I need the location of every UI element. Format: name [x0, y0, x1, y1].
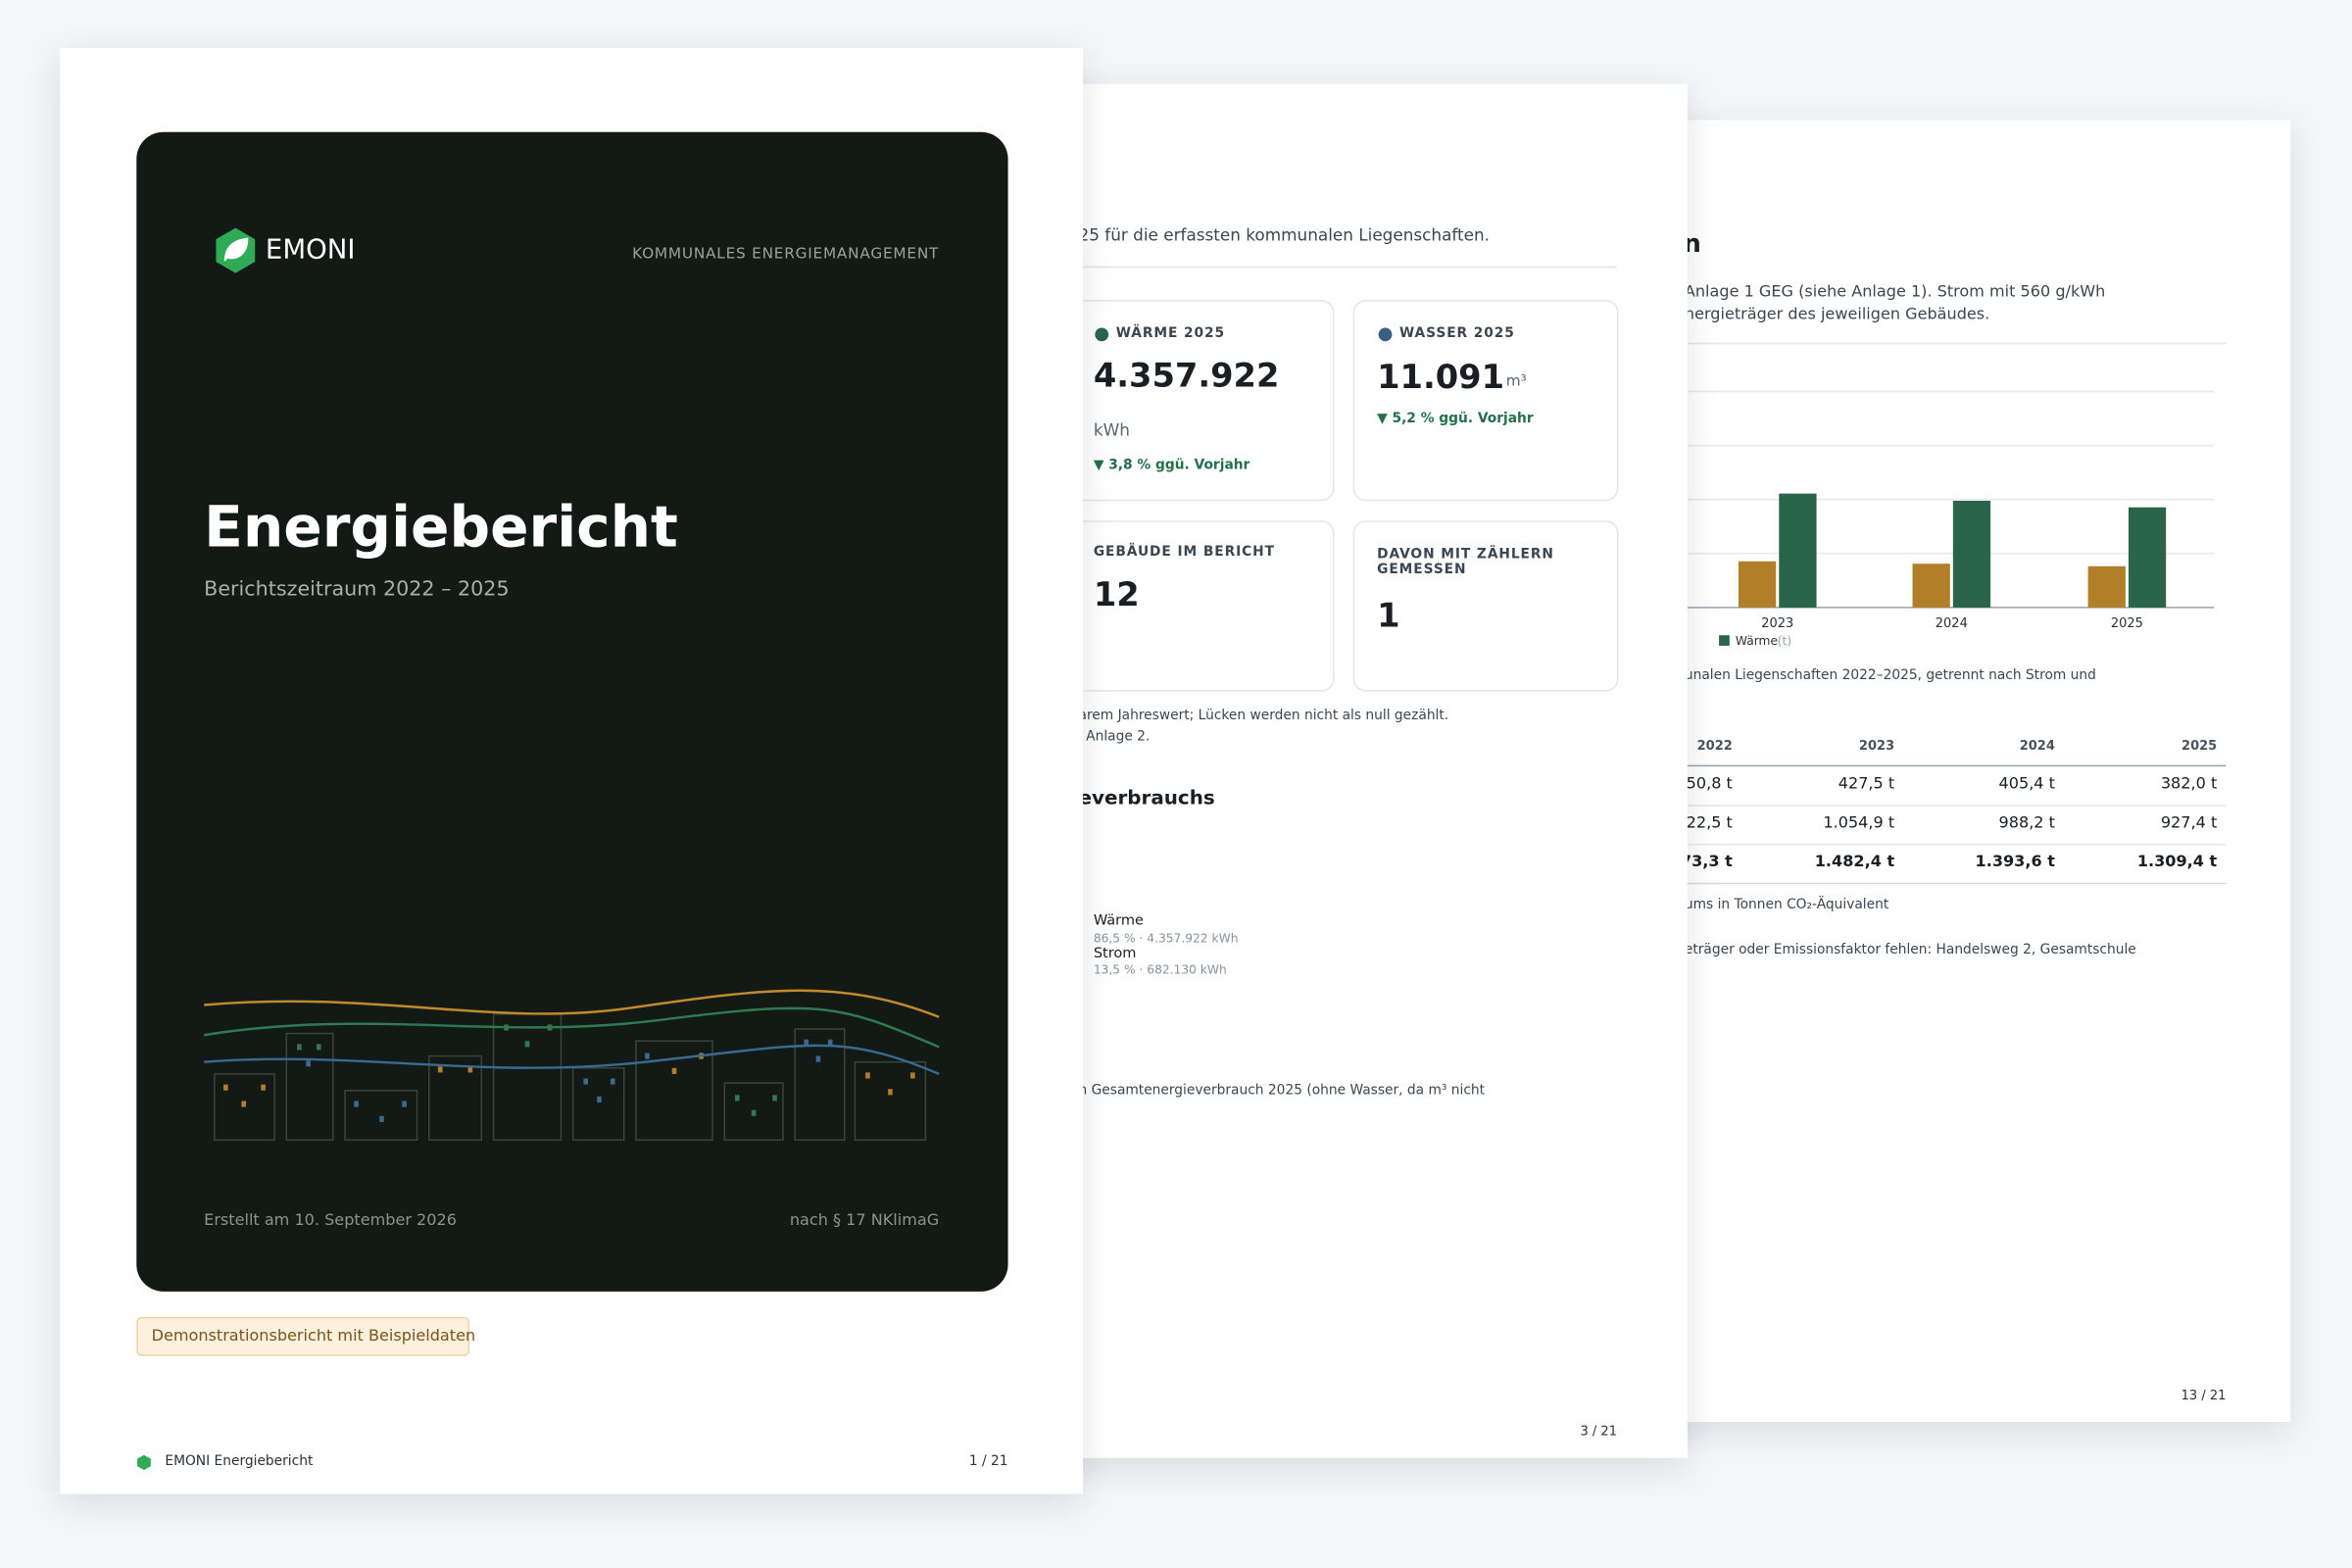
footer-brand: EMONI Energiebericht — [165, 1454, 314, 1470]
x-tick-label: 2025 — [2111, 616, 2143, 631]
table-header: 2022 — [1696, 739, 1733, 755]
table-cell: 50,8 t — [1686, 774, 1733, 794]
status-dot — [1378, 327, 1393, 342]
bar — [1738, 561, 1777, 608]
bar — [2128, 507, 2167, 608]
bar — [1779, 493, 1817, 608]
card-unit: kWh — [1093, 420, 1130, 441]
card-value: 1 — [1377, 598, 1400, 636]
legend-name: Wärme — [1093, 912, 1145, 929]
legend-label: Wärme — [1736, 634, 1778, 648]
card-label: GEBÄUDE IM BERICHT — [1093, 545, 1275, 561]
x-tick-label: 2023 — [1761, 616, 1793, 631]
missing-note: eträger oder Emissionsfaktor fehlen: Han… — [1684, 943, 2136, 958]
waves — [203, 989, 940, 1076]
kpi-card — [1352, 300, 1619, 502]
cover-title: Energiebericht — [204, 493, 678, 561]
card-change: ▼ 3,8 % ggü. Vorjahr — [1093, 458, 1250, 474]
table-header: 2025 — [2181, 739, 2218, 755]
table-cell: 988,2 t — [1998, 813, 2055, 833]
note: arem Jahreswert; Lücken werden nicht als… — [1078, 709, 1449, 724]
table-cell: 73,3 t — [1680, 853, 1733, 871]
footer-logo — [137, 1454, 151, 1470]
table-cell: 427,5 t — [1838, 774, 1895, 794]
table-cell: 1.054,9 t — [1823, 813, 1895, 833]
card-value: 4.357.922 — [1093, 358, 1280, 396]
card-value: 11.091 — [1377, 360, 1505, 398]
table-header: 2024 — [2019, 739, 2055, 755]
table-header: 2023 — [1858, 739, 1895, 755]
card-label: WASSER 2025 — [1399, 326, 1515, 342]
section-heading: everbrauchs — [1078, 787, 1215, 810]
status-dot — [1095, 327, 1109, 342]
card-label: WÄRME 2025 — [1115, 326, 1226, 342]
table-cell: 1.309,4 t — [2136, 853, 2218, 871]
page-number: 3 / 21 — [1580, 1424, 1617, 1441]
card-value: 12 — [1093, 576, 1140, 615]
legal-basis: nach § 17 NKlimaG — [789, 1211, 940, 1230]
bar — [1912, 564, 1950, 608]
legend-unit: (t) — [1778, 634, 1791, 648]
legend-name: Strom — [1093, 945, 1137, 962]
page-number: 1 / 21 — [968, 1454, 1008, 1470]
kpi-card — [1352, 520, 1619, 692]
brand: EMONI — [265, 234, 356, 267]
cover-subtitle: Berichtszeitraum 2022 – 2025 — [204, 577, 510, 602]
intro-text: 25 für die erfassten kommunalen Liegensc… — [1078, 225, 1491, 246]
table-cell: 1.482,4 t — [1814, 853, 1895, 871]
legend-swatch — [1719, 635, 1730, 646]
tagline: KOMMUNALES ENERGIEMANAGEMENT — [632, 246, 940, 263]
body-text: Anlage 1 GEG (siehe Anlage 1). Strom mit… — [1684, 282, 2106, 302]
page-1: EMONI KOMMUNALES ENERGIEMANAGEMENT Energie… — [60, 47, 1084, 1494]
page-13-graphics: 2023 2024 2025 Wärme (t) — [1675, 342, 2227, 885]
page-number: 13 / 21 — [2180, 1389, 2227, 1404]
buildings — [214, 1012, 927, 1142]
chart-caption: n Gesamtenergieverbrauch 2025 (ohne Wass… — [1078, 1084, 1486, 1100]
table-cell: 22,5 t — [1686, 813, 1733, 833]
table-note: ums in Tonnen CO₂-Äquivalent — [1684, 898, 1889, 913]
table-cell: 405,4 t — [1998, 774, 2055, 794]
card-unit: m³ — [1505, 373, 1527, 390]
note: Anlage 2. — [1086, 729, 1151, 746]
table-cell: 382,0 t — [2160, 774, 2218, 794]
legend-detail: 86,5 % · 4.357.922 kWh — [1093, 931, 1239, 946]
table-cell: 1.393,6 t — [1975, 853, 2055, 871]
section-heading: n — [1683, 228, 1701, 260]
chart-caption: unalen Liegenschaften 2022–2025, getrenn… — [1684, 668, 2096, 684]
card-label: DAVON MIT ZÄHLERN GEMESSEN — [1377, 547, 1554, 579]
page-3-graphics — [900, 266, 1619, 692]
bar — [1952, 500, 1991, 608]
card-change: ▼ 5,2 % ggü. Vorjahr — [1377, 412, 1534, 427]
body-text: nergieträger des jeweiligen Gebäudes. — [1684, 305, 1990, 324]
demo-badge-text: Demonstrationsbericht mit Beispieldaten — [151, 1326, 476, 1345]
bar — [2087, 565, 2126, 608]
table-cell: 927,4 t — [2160, 813, 2218, 833]
created-date: Erstellt am 10. September 2026 — [204, 1211, 457, 1230]
x-tick-label: 2024 — [1936, 616, 1968, 631]
legend-detail: 13,5 % · 682.130 kWh — [1093, 962, 1227, 977]
logo-leaf — [223, 237, 249, 262]
demo-badge — [136, 1316, 470, 1356]
cover-graphics — [136, 131, 1008, 1470]
cover-card — [136, 131, 1008, 1292]
